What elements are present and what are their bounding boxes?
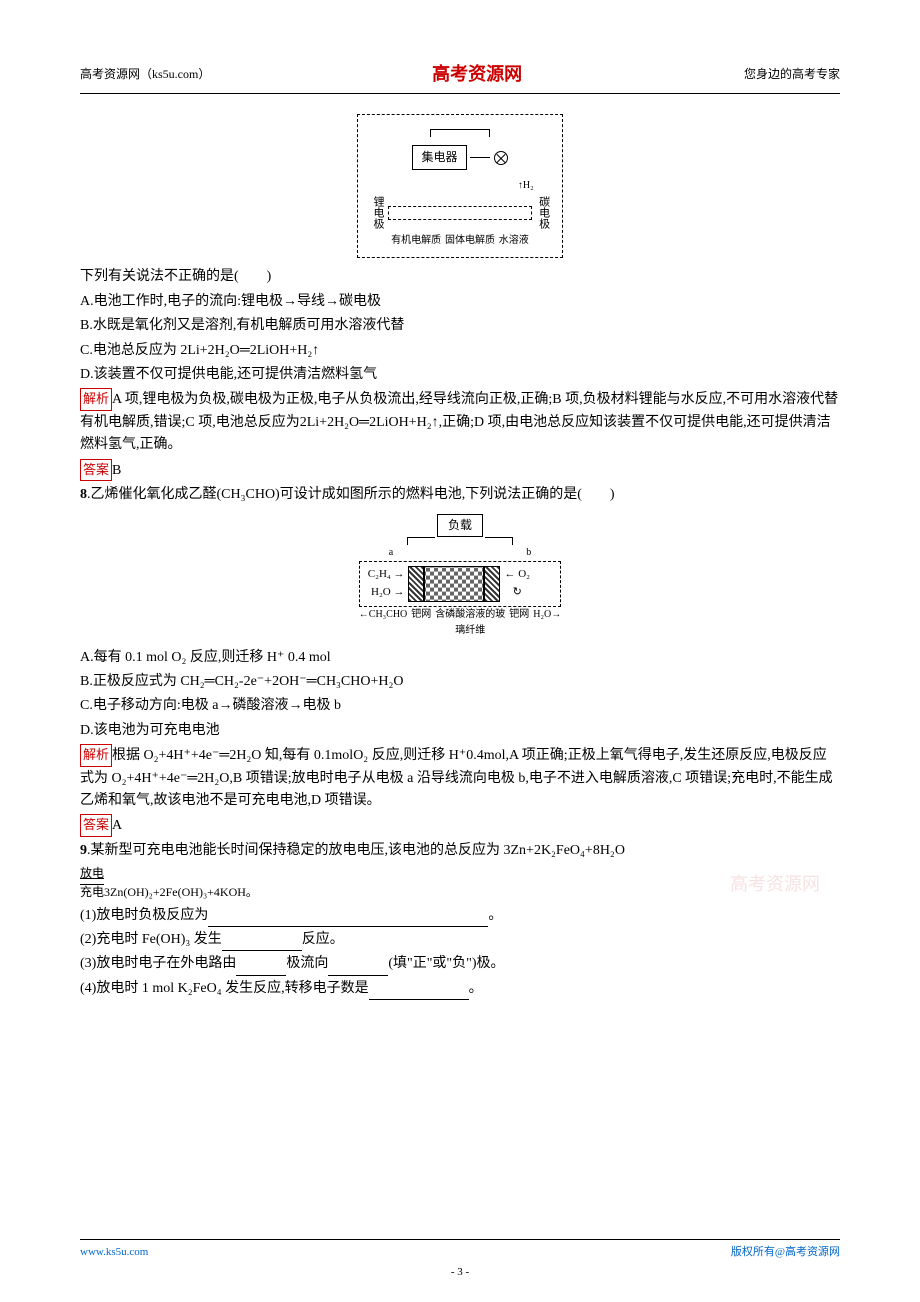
q9-2-pre: (2)充电时 Fe(OH)₃ 发生 <box>80 932 222 947</box>
q8-optB: B.正极反应式为 CH₂═CH₂-2e⁻+2OH⁻═CH₃CHO+H₂O <box>80 671 840 693</box>
q9-4-pre: (4)放电时 1 mol K₂FeO₄ 发生反应,转移电子数是 <box>80 981 369 996</box>
q9-stem: .某新型可充电电池能长时间保持稳定的放电电压,该电池的总反应为 3Zn+2K₂F… <box>87 843 625 858</box>
d1-label-1: 有机电解质 <box>391 233 441 249</box>
terminal-a: a <box>389 545 393 561</box>
analysis-label: 解析 <box>80 388 112 411</box>
blank-2[interactable] <box>222 937 302 951</box>
q9-3-post: (填"正"或"负")极。 <box>388 956 504 971</box>
header-left: 高考资源网（ks5u.com） <box>80 65 210 84</box>
q9-1-post: 。 <box>488 908 502 923</box>
header-center: 高考资源网 <box>432 60 522 89</box>
watermark: 高考资源网 <box>730 870 820 899</box>
lamp-icon <box>494 151 508 165</box>
answer-label: 答案 <box>80 459 112 482</box>
blank-3a[interactable] <box>236 962 286 976</box>
reaction-bot: 充电 <box>80 885 104 899</box>
li-electrode-label: 锂电极 <box>366 194 388 231</box>
answer-label-2: 答案 <box>80 814 112 837</box>
q8-analysis: 根据 O₂+4H⁺+4e⁻═2H₂O 知,每有 0.1molO₂ 反应,则迁移 … <box>80 748 833 808</box>
d1-label-2: 固体电解质 <box>445 233 495 249</box>
footer-left: www.ks5u.com <box>80 1244 148 1262</box>
d2-left-top: C₂H₄ <box>368 568 391 580</box>
q7-answer: B <box>112 463 121 478</box>
q8-answer: A <box>112 818 122 833</box>
pt-label-r: 钯网 <box>509 607 529 639</box>
q8-optC: C.电子移动方向:电极 a→磷酸溶液→电极 b <box>80 695 840 717</box>
d2-left-out: CH₃CHO <box>369 609 408 620</box>
q9-2-post: 反应。 <box>302 932 344 947</box>
page-header: 高考资源网（ks5u.com） 高考资源网 您身边的高考专家 <box>80 60 840 94</box>
load-label: 负载 <box>437 514 483 537</box>
blank-1[interactable] <box>208 913 488 927</box>
collector-label: 集电器 <box>412 145 466 170</box>
q8-optA: A.每有 0.1 mol O₂ 反应,则迁移 H⁺ 0.4 mol <box>80 647 840 669</box>
d2-center-label: 含磷酸溶液的玻璃纤维 <box>435 607 505 639</box>
footer-right: 版权所有@高考资源网 <box>731 1244 840 1262</box>
blank-3b[interactable] <box>328 962 388 976</box>
q7-optB: B.水既是氧化剂又是溶剂,有机电解质可用水溶液代替 <box>80 315 840 337</box>
header-right: 您身边的高考专家 <box>744 65 840 84</box>
d2-left-bot: H₂O <box>371 586 391 598</box>
q8-stem: .乙烯催化氧化成乙醛(CH₃CHO)可设计成如图所示的燃料电池,下列说法正确的是… <box>87 487 615 502</box>
q9-3-mid: 极流向 <box>286 956 328 971</box>
q7-optA: A.电池工作时,电子的流向:锂电极→导线→碳电极 <box>80 291 840 313</box>
d2-right-in: O₂ <box>518 568 530 580</box>
d2-right-out: H₂O <box>533 609 551 620</box>
q8-optD: D.该电池为可充电电池 <box>80 720 840 742</box>
page-number: - 3 - <box>451 1264 469 1282</box>
q7-analysis: A 项,锂电极为负极,碳电极为正极,电子从负极流出,经导线流向正极,正确;B 项… <box>80 392 838 452</box>
blank-4[interactable] <box>369 986 469 1000</box>
terminal-b: b <box>526 545 531 561</box>
h2-label: H₂ <box>523 180 534 191</box>
q9-stem2: 3Zn(OH)₂+2Fe(OH)₃+4KOH。 <box>104 885 258 899</box>
q7-optD: D.该装置不仅可提供电能,还可提供清洁燃料氢气 <box>80 364 840 386</box>
q9-num: 9 <box>80 843 87 858</box>
content-body: 集电器 ↑H₂ 锂电极 碳电极 有机电解质 固体电解质 <box>80 114 840 1000</box>
q7-stem: 下列有关说法不正确的是( ) <box>80 266 840 288</box>
diagram-2: 负载 a b C₂H₄ → H₂O → ← O₂ <box>80 514 840 638</box>
c-electrode-label: 碳电极 <box>532 194 554 231</box>
diagram-1: 集电器 ↑H₂ 锂电极 碳电极 有机电解质 固体电解质 <box>80 114 840 259</box>
d1-label-3: 水溶液 <box>499 233 529 249</box>
pt-label-l: 钯网 <box>411 607 431 639</box>
q9-4-post: 。 <box>469 981 483 996</box>
q9-1-pre: (1)放电时负极反应为 <box>80 908 208 923</box>
analysis-label-2: 解析 <box>80 744 112 767</box>
q9-3-pre: (3)放电时电子在外电路由 <box>80 956 236 971</box>
q8-num: 8 <box>80 487 87 502</box>
reaction-top: 放电 <box>80 866 104 880</box>
q7-optC: C.电池总反应为 2Li+2H₂O═2LiOH+H₂↑ <box>80 340 840 362</box>
page-footer: www.ks5u.com 版权所有@高考资源网 <box>80 1239 840 1262</box>
